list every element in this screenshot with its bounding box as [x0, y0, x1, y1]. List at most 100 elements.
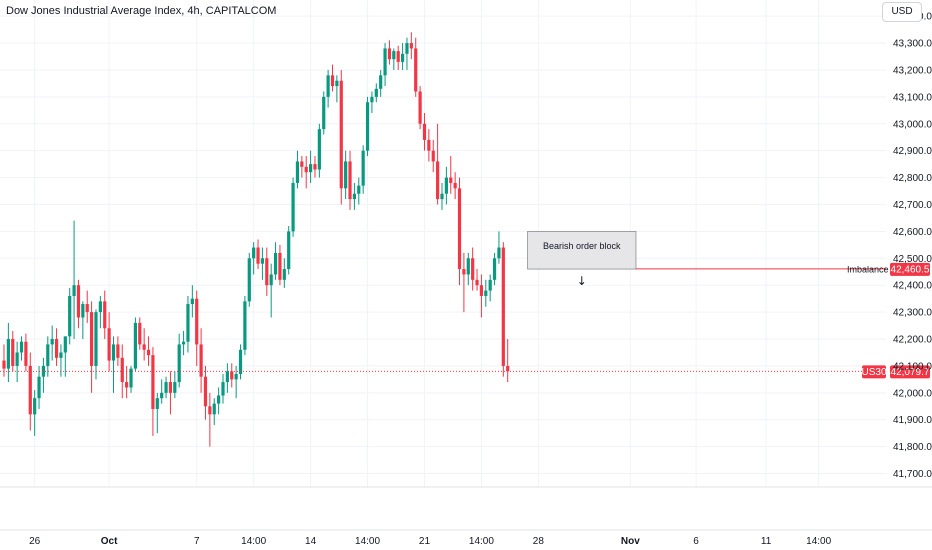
- candle-body: [230, 371, 234, 380]
- candle-body: [370, 96, 374, 103]
- candle-body: [352, 193, 356, 200]
- candle-body: [203, 376, 208, 407]
- candle-body: [361, 150, 365, 186]
- candle-body: [41, 365, 46, 377]
- candle-body: [414, 48, 418, 92]
- candle-body: [54, 339, 59, 358]
- y-tick-label: 42,300.0: [893, 308, 932, 319]
- candle-body: [28, 365, 32, 415]
- candle-body: [164, 382, 168, 393]
- candle-body: [33, 398, 37, 415]
- bearish-order-block-zone: [527, 230, 637, 270]
- candle-body: [326, 75, 330, 97]
- candle-body: [111, 344, 116, 361]
- candlestick-series: [2, 32, 510, 447]
- y-tick-label: 43,300.0: [893, 39, 932, 50]
- y-tick-label: 42,500.0: [893, 254, 932, 265]
- x-tick-label: 14:00: [355, 536, 380, 547]
- candle-body: [313, 164, 317, 170]
- candle-body: [125, 382, 129, 388]
- candle-body: [146, 349, 151, 356]
- candle-body: [392, 51, 396, 60]
- time-axis[interactable]: 26 Oct 7 14:00 14 14:00 21 14:00 28 Nov 6 11 14:00: [29, 536, 832, 547]
- candle-body: [120, 357, 124, 383]
- candle-body: [444, 177, 448, 194]
- candle-body: [497, 247, 501, 259]
- candle-body: [116, 344, 120, 358]
- candle-body: [278, 252, 282, 280]
- x-tick-label: 7: [194, 536, 200, 547]
- y-tick-label: 42,700.0: [893, 200, 932, 211]
- price-lines: Imbalance 42,460.5 US30 42,079.7: [0, 262, 930, 379]
- y-tick-label: 41,700.0: [893, 469, 932, 480]
- currency-button[interactable]: USD: [882, 2, 922, 22]
- candle-body: [46, 344, 50, 366]
- candle-body: [449, 177, 453, 183]
- candle-body: [59, 352, 63, 358]
- candle-body: [252, 247, 256, 259]
- annotation-layer: Bearish order block ↓: [527, 230, 637, 288]
- candle-body: [181, 341, 186, 345]
- candle-body: [282, 269, 286, 280]
- zone-label: Bearish order block: [543, 241, 621, 251]
- candle-body: [50, 339, 54, 345]
- candle-body: [488, 279, 492, 291]
- candle-body: [107, 328, 111, 361]
- candle-body: [19, 341, 24, 353]
- y-tick-label: 42,900.0: [893, 146, 932, 157]
- y-tick-label: 43,000.0: [893, 119, 932, 130]
- y-tick-label: 42,800.0: [893, 173, 932, 184]
- candle-body: [273, 252, 278, 275]
- price-axis[interactable]: 41,700.0 41,800.0 41,900.0 42,000.0 42,100.0…: [893, 12, 932, 480]
- candle-body: [431, 150, 435, 162]
- candle-body: [304, 166, 308, 173]
- candle-body: [405, 43, 409, 54]
- candle-body: [168, 382, 173, 393]
- y-tick-label: 41,800.0: [893, 442, 932, 453]
- candle-body: [396, 51, 400, 62]
- candle-body: [475, 279, 479, 286]
- candle-body: [492, 258, 497, 280]
- candle-body: [466, 258, 470, 275]
- candle-body: [103, 301, 107, 329]
- candle-body: [173, 382, 177, 393]
- candle-body: [501, 247, 505, 366]
- symbol-tag-bg: [862, 365, 886, 379]
- candle-body: [471, 258, 475, 280]
- y-tick-label: 42,600.0: [893, 227, 932, 238]
- candle-body: [133, 322, 137, 369]
- candle-body: [24, 341, 28, 366]
- arrow-down-icon: ↓: [577, 274, 587, 288]
- x-tick-label: 14:00: [241, 536, 266, 547]
- candle-body: [208, 406, 212, 415]
- candle-body: [387, 48, 392, 60]
- x-tick-label: 14: [305, 536, 317, 547]
- candle-body: [457, 188, 462, 270]
- candle-body: [129, 368, 133, 388]
- imbalance-price-tag: 42,460.5: [891, 264, 930, 275]
- candle-body: [400, 53, 405, 62]
- candle-body: [234, 373, 238, 380]
- candle-body: [190, 298, 194, 305]
- y-tick-label: 42,200.0: [893, 335, 932, 346]
- candle-body: [238, 349, 243, 374]
- candle-body: [418, 91, 422, 124]
- candle-body: [357, 185, 361, 194]
- candle-body: [344, 161, 348, 189]
- candle-body: [217, 395, 221, 404]
- candle-body: [453, 182, 457, 189]
- candle-body: [6, 339, 10, 369]
- candle-body: [379, 75, 383, 89]
- candle-body: [295, 161, 300, 183]
- x-tick-label: 26: [29, 536, 41, 547]
- x-tick-label: Nov: [621, 536, 640, 547]
- candle-body: [309, 164, 313, 173]
- candle-body: [348, 161, 352, 200]
- candle-body: [90, 312, 94, 366]
- candle-body: [81, 304, 85, 318]
- candle-body: [339, 80, 343, 189]
- candle-body: [243, 301, 247, 350]
- candle-body: [317, 129, 321, 170]
- candle-body: [94, 312, 98, 366]
